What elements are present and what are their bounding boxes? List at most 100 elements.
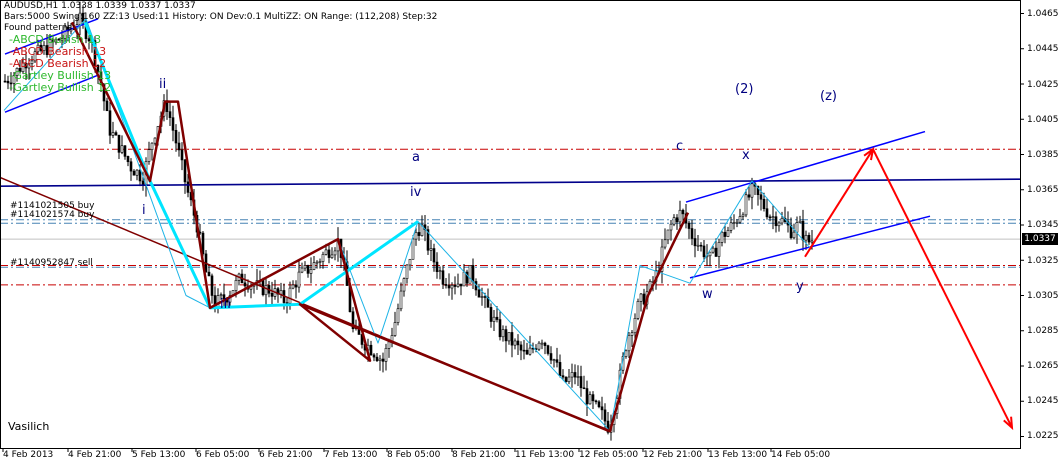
candle-body bbox=[681, 209, 685, 215]
wave-label-z: (z) bbox=[820, 89, 837, 104]
candle-body bbox=[135, 169, 139, 176]
candle-body bbox=[792, 231, 796, 239]
candle-body bbox=[207, 271, 211, 277]
candle-body bbox=[402, 278, 406, 292]
candle-body bbox=[42, 45, 46, 51]
candle-body bbox=[33, 51, 37, 62]
candle-body bbox=[120, 145, 124, 153]
candle-body bbox=[597, 401, 601, 408]
candle-body bbox=[45, 45, 49, 55]
candle-body bbox=[171, 117, 175, 131]
y-tick-label: 1.0445 bbox=[1027, 44, 1059, 54]
candle-body bbox=[666, 229, 670, 241]
candle-body bbox=[48, 39, 52, 55]
candle-body bbox=[561, 375, 565, 378]
candle-body bbox=[795, 222, 799, 233]
candle-body bbox=[408, 258, 412, 266]
candle-body bbox=[186, 181, 190, 193]
candle-body bbox=[39, 44, 43, 51]
candle-body bbox=[459, 283, 463, 287]
candle-body bbox=[318, 261, 322, 263]
x-tick-label: 6 Feb 05:00 bbox=[196, 450, 250, 460]
candle-body bbox=[426, 229, 430, 251]
candle-body bbox=[393, 322, 397, 336]
candle-body bbox=[603, 409, 607, 422]
candle-body bbox=[432, 248, 436, 263]
candle-body bbox=[675, 217, 679, 223]
candle-body bbox=[411, 238, 415, 260]
found-patterns-label: Found patterns: bbox=[4, 23, 76, 33]
order-label-buy-1: #1141021505 buy bbox=[10, 201, 95, 211]
candle-body bbox=[9, 82, 13, 85]
candle-body bbox=[444, 284, 448, 286]
candle-body bbox=[180, 149, 184, 161]
candle-body bbox=[405, 264, 409, 279]
candle-body bbox=[483, 296, 487, 298]
candle-body bbox=[696, 244, 700, 247]
candle-body bbox=[54, 38, 58, 43]
candle-body bbox=[546, 345, 550, 354]
chart-title: AUDUSD,H1 1.0338 1.0339 1.0337 1.0337 bbox=[4, 1, 196, 11]
x-tick-label: 11 Feb 13:00 bbox=[515, 450, 575, 460]
candle-body bbox=[642, 293, 646, 305]
candle-body bbox=[333, 250, 337, 256]
candle-body bbox=[669, 223, 673, 231]
candle-body bbox=[87, 38, 91, 42]
y-tick-label: 1.0425 bbox=[1027, 80, 1059, 90]
candle-body bbox=[219, 294, 223, 296]
candle-body bbox=[57, 38, 61, 41]
candle-body bbox=[624, 350, 628, 357]
candle-body bbox=[435, 261, 439, 272]
candle-body bbox=[513, 340, 517, 346]
candle-body bbox=[582, 387, 586, 390]
chart-frame bbox=[0, 0, 1024, 452]
x-tick-label: 13 Feb 13:00 bbox=[708, 450, 768, 460]
candle-body bbox=[114, 132, 118, 136]
candle-body bbox=[636, 301, 640, 319]
candle-body bbox=[372, 354, 376, 358]
candle-body bbox=[477, 289, 481, 298]
order-label-buy-2: #1141021574 buy bbox=[10, 210, 95, 220]
candle-body bbox=[744, 194, 748, 216]
candle-body bbox=[498, 319, 502, 338]
candle-body bbox=[660, 246, 664, 272]
candle-body bbox=[369, 344, 373, 356]
candle-body bbox=[558, 362, 562, 376]
candle-body bbox=[468, 265, 472, 284]
candle-body bbox=[525, 349, 529, 355]
candle-body bbox=[756, 185, 760, 196]
candle-body bbox=[321, 254, 325, 262]
candle-body bbox=[132, 170, 136, 176]
price-levels bbox=[0, 148, 1020, 286]
candle-body bbox=[480, 296, 484, 298]
pattern-item-5: -Gartley Bullish 12 bbox=[9, 81, 112, 94]
y-tick-label: 1.0365 bbox=[1027, 185, 1059, 195]
candle-body bbox=[420, 224, 424, 236]
candle-body bbox=[630, 332, 634, 336]
candle-body bbox=[720, 231, 724, 243]
candle-body bbox=[129, 161, 133, 172]
candle-body bbox=[777, 222, 781, 227]
candle-body bbox=[672, 217, 676, 225]
candle-body bbox=[516, 340, 520, 346]
candle-body bbox=[111, 132, 115, 136]
candle-body bbox=[627, 335, 631, 352]
candle-body bbox=[738, 216, 742, 223]
candle-body bbox=[6, 80, 10, 84]
candle-body bbox=[300, 267, 304, 273]
pattern-item-3: -ABCD Bearish 12 bbox=[9, 57, 107, 70]
candle-body bbox=[330, 254, 334, 258]
candle-body bbox=[549, 353, 553, 361]
candle-body bbox=[450, 284, 454, 289]
pattern-item-1: -ABCD Bullish 13 bbox=[9, 33, 102, 46]
candle-body bbox=[591, 394, 595, 402]
candle-body bbox=[726, 230, 730, 237]
candle-body bbox=[729, 222, 733, 231]
candle-body bbox=[126, 156, 130, 163]
zigzag-cyan bbox=[83, 21, 419, 310]
candle-body bbox=[288, 287, 292, 304]
candle-body bbox=[711, 247, 715, 253]
candle-body bbox=[801, 220, 805, 241]
